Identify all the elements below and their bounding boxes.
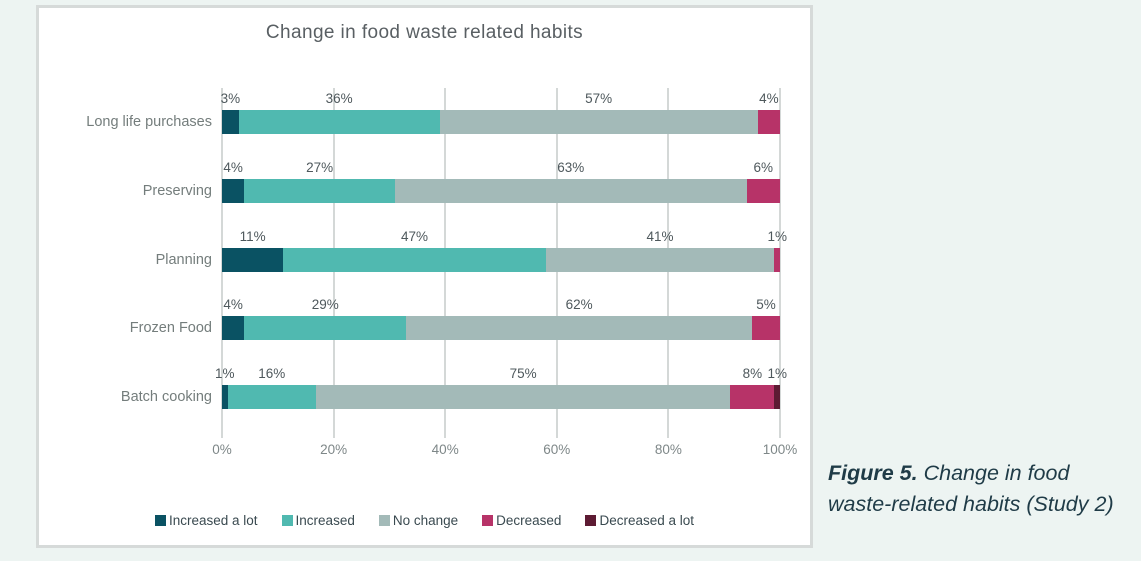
bar-segment xyxy=(752,316,780,341)
bar-segment xyxy=(746,178,780,203)
figure-caption: Figure 5. Change in food waste-related h… xyxy=(828,458,1128,520)
chart-panel: Change in food waste related habits 0% 20… xyxy=(36,5,813,548)
bar-row: Frozen Food 4% 29% 62% 5% xyxy=(130,297,780,341)
plot-area: 0% 20% 40% 60% 80% 100% Long life purchases 3% 3… xyxy=(86,88,797,457)
data-label: 11% xyxy=(239,228,266,244)
legend-swatch xyxy=(281,515,293,526)
data-label: 36% xyxy=(325,91,353,106)
chart-panel-inner: Change in food waste related habits 0% 20… xyxy=(39,8,810,545)
bar-segment xyxy=(244,316,407,341)
bar-segment xyxy=(730,385,775,409)
data-label: 4% xyxy=(223,297,243,313)
data-label: 1% xyxy=(767,366,787,381)
data-label: 62% xyxy=(565,297,593,313)
legend-item: Decreased a lot xyxy=(585,513,694,528)
category-label: Batch cooking xyxy=(120,389,212,405)
x-axis-tick-label: 100% xyxy=(762,442,798,457)
bar-row: Long life purchases 3% 36% 57% 4% xyxy=(86,91,780,134)
bar-segment xyxy=(222,110,239,134)
legend-label: Increased a lot xyxy=(168,513,258,528)
legend-swatch xyxy=(154,515,166,526)
figure-caption-number: Figure 5. xyxy=(828,461,918,485)
legend-item: Increased a lot xyxy=(154,513,258,528)
chart-legend: Increased a lot Increased No change Decreas… xyxy=(39,513,810,528)
x-axis-tick-label: 0% xyxy=(212,442,232,457)
bar-segment xyxy=(774,247,780,272)
legend-label: Decreased a lot xyxy=(599,513,695,528)
bar-segment xyxy=(439,110,758,134)
data-label: 5% xyxy=(756,297,776,313)
data-label: 57% xyxy=(585,91,613,106)
data-label: 41% xyxy=(646,228,674,244)
bar-segment xyxy=(283,247,546,272)
bar-segment xyxy=(222,178,245,203)
bar-segment xyxy=(545,247,775,272)
bar-segment xyxy=(244,178,395,203)
chart-title: Change in food waste related habits xyxy=(265,22,584,43)
bar-row: Batch cooking 1% 16% 75% 8% 1% xyxy=(121,366,787,409)
legend-item: Decreased xyxy=(482,513,561,528)
bar-segment xyxy=(238,110,440,134)
x-axis-tick-label: 80% xyxy=(654,442,682,457)
bar-row: Preserving 4% 27% 63% 6% xyxy=(143,160,780,203)
legend-label: Decreased xyxy=(496,513,562,528)
x-axis-tick-label: 40% xyxy=(431,442,459,457)
x-axis-tick-label: 60% xyxy=(543,442,571,457)
bar-segment xyxy=(222,316,245,341)
bar-segment xyxy=(222,385,228,409)
category-label: Preserving xyxy=(142,182,212,199)
bar-row: Planning 11% 47% 41% 1% xyxy=(156,229,787,272)
data-label: 3% xyxy=(220,91,241,106)
data-label: 4% xyxy=(223,159,243,175)
data-label: 29% xyxy=(311,297,339,313)
legend-swatch xyxy=(482,515,494,526)
data-label: 8% xyxy=(742,366,763,381)
legend-swatch xyxy=(378,515,390,526)
data-label: 63% xyxy=(557,159,585,175)
bar-segment xyxy=(394,178,747,203)
data-label: 4% xyxy=(759,91,779,106)
category-label: Frozen Food xyxy=(129,320,212,337)
data-label: 6% xyxy=(753,159,774,175)
bar-segment xyxy=(222,247,284,272)
bar-segment xyxy=(315,385,731,409)
data-label: 47% xyxy=(400,228,429,244)
bar-segment xyxy=(757,110,780,134)
bar-segment xyxy=(406,316,753,341)
data-label: 27% xyxy=(306,159,334,175)
legend-label: No change xyxy=(392,513,459,528)
data-label: 16% xyxy=(258,366,286,381)
bar-segment xyxy=(227,385,316,409)
legend-swatch xyxy=(585,515,597,526)
data-label: 1% xyxy=(767,228,787,244)
category-label: Planning xyxy=(155,251,212,268)
legend-label: Increased xyxy=(295,513,355,528)
data-label: 1% xyxy=(214,366,235,381)
legend-item: No change xyxy=(378,513,459,528)
figure-caption-text: Change in food waste-related habits (Stu… xyxy=(828,461,1114,516)
x-axis-tick-label: 20% xyxy=(320,442,348,457)
bar-segment xyxy=(774,385,780,409)
category-label: Long life purchases xyxy=(86,114,212,130)
gridline xyxy=(779,88,781,438)
legend-item: Increased xyxy=(281,513,355,528)
data-label: 75% xyxy=(509,366,537,381)
